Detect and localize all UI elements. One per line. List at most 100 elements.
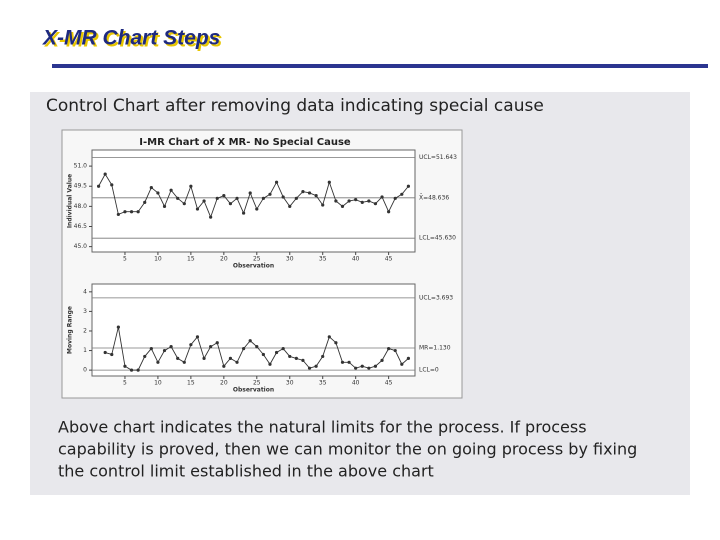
data-point xyxy=(400,362,404,366)
y-tick-label: 48.0 xyxy=(74,203,88,210)
data-point xyxy=(228,202,233,206)
y-tick-label: 46.5 xyxy=(74,223,88,230)
data-point xyxy=(209,215,213,219)
x-tick-label: 30 xyxy=(286,380,294,387)
data-point xyxy=(340,360,345,364)
x-tick-label: 20 xyxy=(220,256,228,263)
x-tick-label: 10 xyxy=(154,380,162,387)
data-point xyxy=(340,204,345,208)
data-point xyxy=(294,196,298,200)
data-point xyxy=(143,354,147,359)
slide-title: X-MR Chart Steps xyxy=(44,29,222,52)
data-point xyxy=(248,191,252,195)
data-point xyxy=(222,194,226,198)
data-point xyxy=(189,343,193,347)
x-tick-label: 35 xyxy=(319,256,327,263)
data-point xyxy=(334,199,338,203)
y-tick-label: 1 xyxy=(83,347,87,354)
data-point xyxy=(327,335,331,339)
data-point xyxy=(136,368,140,372)
data-point xyxy=(195,207,200,211)
data-point xyxy=(281,195,285,199)
data-point xyxy=(129,368,134,372)
slide-title-shadowed: X-MR Chart Steps xyxy=(42,27,220,50)
body-line: capability is proved, then we can monito… xyxy=(58,440,637,459)
data-point xyxy=(360,200,364,204)
data-point xyxy=(393,196,397,200)
data-point xyxy=(248,339,252,343)
data-point xyxy=(255,207,259,211)
data-point xyxy=(261,352,265,357)
data-point xyxy=(189,184,193,188)
data-point xyxy=(195,335,200,339)
data-point xyxy=(228,356,233,360)
data-point xyxy=(123,364,127,368)
data-point xyxy=(321,203,325,207)
x-tick-label: 25 xyxy=(253,256,261,263)
data-point xyxy=(110,183,114,187)
data-point xyxy=(367,366,371,370)
y-axis-label: Moving Range xyxy=(67,306,74,354)
plot-area xyxy=(91,149,416,253)
data-point xyxy=(406,356,411,360)
data-point xyxy=(281,346,285,351)
chart-title: I-MR Chart of X MR- No Special Cause xyxy=(139,137,351,148)
data-point xyxy=(156,191,160,195)
data-point xyxy=(242,346,246,351)
data-point xyxy=(222,364,226,368)
data-point xyxy=(235,196,239,200)
x-tick-label: 45 xyxy=(385,380,393,387)
data-point xyxy=(380,195,384,199)
data-point xyxy=(373,202,378,206)
data-point xyxy=(156,360,160,364)
data-point xyxy=(367,199,371,203)
x-tick-label: 20 xyxy=(220,380,228,387)
y-tick-label: 0 xyxy=(83,367,87,374)
data-point xyxy=(182,202,186,206)
data-point xyxy=(387,210,391,214)
x-axis-label: Observation xyxy=(233,387,274,394)
x-tick-label: 40 xyxy=(352,256,360,263)
data-point xyxy=(110,352,114,357)
title-rule xyxy=(52,64,708,68)
data-point xyxy=(274,350,279,355)
data-point xyxy=(129,210,134,214)
data-point xyxy=(215,196,219,200)
data-point xyxy=(360,364,364,368)
data-point xyxy=(149,185,153,190)
y-tick-label: 4 xyxy=(83,288,87,295)
x-tick-label: 45 xyxy=(385,256,393,263)
data-point xyxy=(176,356,180,360)
x-tick-label: 30 xyxy=(286,256,294,263)
control-limit-label: UCL=51.643 xyxy=(419,154,457,161)
x-tick-label: 35 xyxy=(319,380,327,387)
control-limit-label: X̄=48.636 xyxy=(419,194,449,201)
y-axis-label: Individual Value xyxy=(67,174,74,228)
y-tick-label: 2 xyxy=(83,327,87,334)
x-tick-label: 25 xyxy=(253,380,261,387)
data-point xyxy=(242,211,246,215)
data-point xyxy=(321,354,325,359)
x-tick-label: 10 xyxy=(154,256,162,263)
data-point xyxy=(393,348,397,353)
control-limit-label: LCL=45.630 xyxy=(419,235,456,242)
data-point xyxy=(307,191,312,195)
x-axis-label: Observation xyxy=(233,263,274,270)
body-line: the control limit established in the abo… xyxy=(58,462,434,481)
control-limit-label: MR=1.130 xyxy=(419,345,451,352)
data-point xyxy=(261,196,265,200)
data-point xyxy=(176,196,180,200)
data-point xyxy=(143,200,147,204)
data-point xyxy=(307,366,312,370)
data-point xyxy=(209,345,213,349)
data-point xyxy=(380,358,384,362)
data-point xyxy=(96,184,101,188)
data-point xyxy=(169,188,173,192)
control-limit-label: UCL=3.693 xyxy=(419,294,453,301)
data-point xyxy=(182,360,186,364)
x-tick-label: 40 xyxy=(352,380,360,387)
data-point xyxy=(162,204,167,208)
data-point xyxy=(215,341,219,345)
data-point xyxy=(268,192,272,196)
plot-area xyxy=(91,283,416,377)
